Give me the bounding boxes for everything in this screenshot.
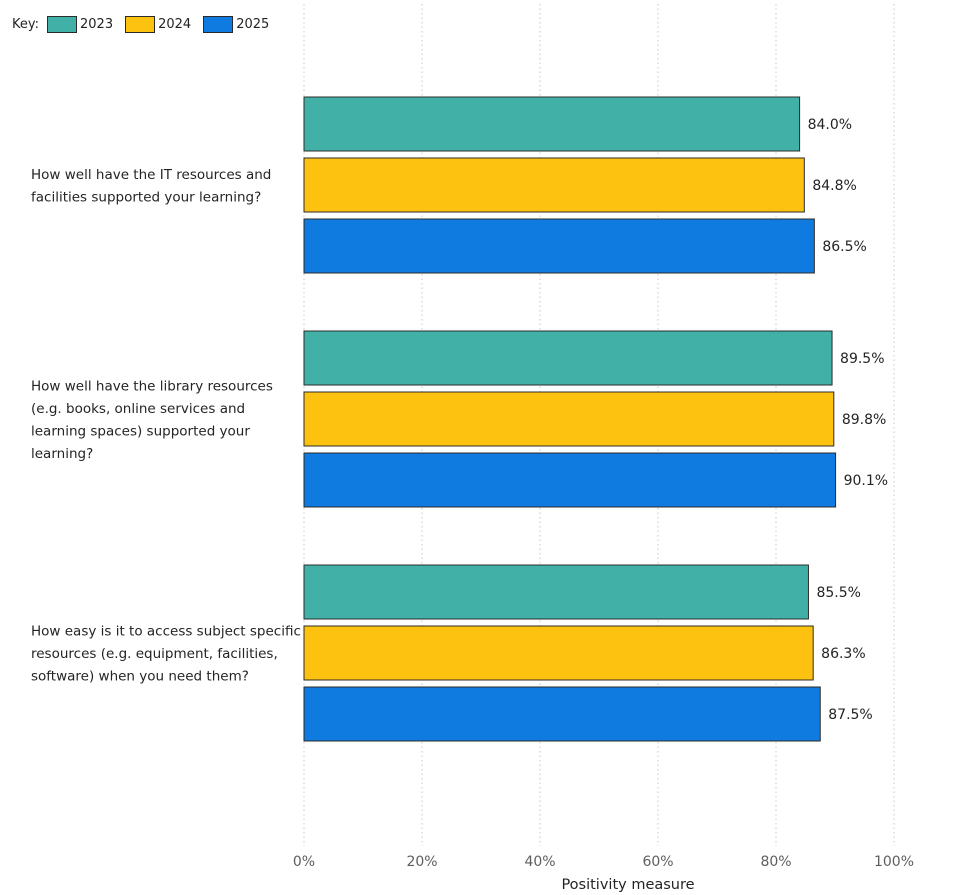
value-labels: 84.0% 84.8% 86.5% 89.5% 89.8% 90.1% 85.5% 86.3%…: [808, 117, 888, 723]
x-tick-label: 20%: [406, 854, 437, 870]
legend-item-2024[interactable]: 2024: [125, 15, 192, 33]
x-tick-label: 40%: [524, 854, 555, 870]
legend-swatch-2024: [125, 15, 156, 33]
category-label: How well have the library resources (e.g.…: [31, 378, 273, 462]
data-label-2025: 86.5%: [822, 239, 866, 255]
category-label: How easy is it to access subject specifi…: [31, 624, 301, 685]
legend-item-2023[interactable]: 2023: [47, 15, 114, 33]
data-label-2025: 90.1%: [844, 473, 888, 489]
x-tick-label: 80%: [760, 854, 791, 870]
legend-key-label: Key:: [12, 16, 40, 32]
legend-swatch-2025: [203, 15, 234, 33]
bar-2024[interactable]: [303, 391, 835, 447]
category-label: How well have the IT resources and facili…: [31, 167, 271, 206]
x-tick-label: 0%: [293, 854, 315, 870]
category-label-line: resources (e.g. equipment, facilities,: [31, 646, 278, 662]
bar-2025[interactable]: [303, 452, 837, 508]
data-label-2023: 84.0%: [808, 117, 852, 133]
legend: Key: 2023 2024 2025: [12, 14, 281, 34]
bar-2023[interactable]: [303, 96, 801, 152]
x-tick-label: 100%: [874, 854, 914, 870]
bar-2023[interactable]: [303, 564, 809, 620]
data-label-2025: 87.5%: [828, 707, 872, 723]
data-label-2024: 86.3%: [821, 646, 865, 662]
category-label-line: How well have the IT resources and: [31, 167, 271, 183]
bar-2025[interactable]: [303, 686, 821, 742]
category-label-line: facilities supported your learning?: [31, 189, 261, 205]
data-label-2023: 85.5%: [816, 585, 860, 601]
legend-label-2025: 2025: [236, 16, 270, 32]
bar-2025[interactable]: [303, 218, 815, 274]
category-labels: How well have the IT resources and facili…: [31, 167, 301, 685]
category-label-line: learning?: [31, 446, 93, 462]
data-label-2024: 84.8%: [812, 178, 856, 194]
data-label-2024: 89.8%: [842, 412, 886, 428]
x-axis-ticks: 0% 20% 40% 60% 80% 100%: [293, 854, 914, 870]
data-label-2023: 89.5%: [840, 351, 884, 367]
category-label-line: software) when you need them?: [31, 669, 249, 685]
bar-2023[interactable]: [303, 330, 833, 386]
category-label-line: learning spaces) supported your: [31, 423, 250, 439]
legend-item-2025[interactable]: 2025: [203, 15, 270, 33]
category-label-line: (e.g. books, online services and: [31, 401, 245, 417]
legend-swatch-2023: [47, 15, 78, 33]
bar-2024[interactable]: [303, 625, 814, 681]
x-tick-label: 60%: [642, 854, 673, 870]
legend-label-2024: 2024: [158, 16, 192, 32]
category-label-line: How well have the library resources: [31, 378, 273, 394]
legend-label-2023: 2023: [80, 16, 114, 32]
category-label-line: How easy is it to access subject specifi…: [31, 624, 301, 640]
bar-2024[interactable]: [303, 157, 805, 213]
bars: [303, 96, 837, 742]
x-axis-title: Positivity measure: [561, 877, 694, 893]
